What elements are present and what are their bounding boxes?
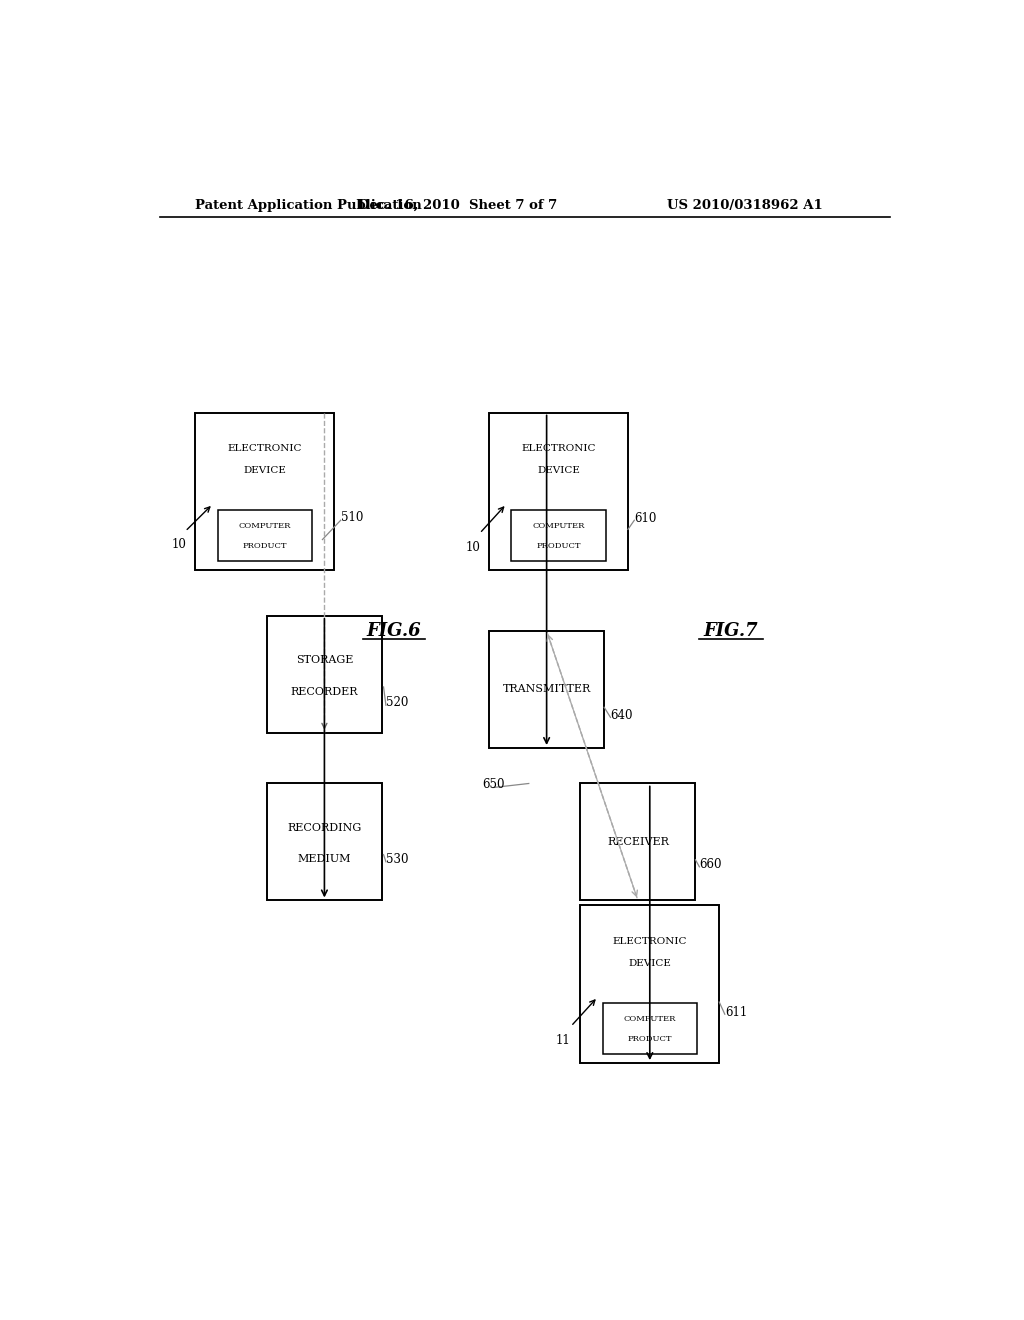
Text: Patent Application Publication: Patent Application Publication bbox=[196, 198, 422, 211]
Text: COMPUTER: COMPUTER bbox=[239, 523, 291, 531]
Text: DEVICE: DEVICE bbox=[244, 466, 287, 475]
Text: 530: 530 bbox=[386, 853, 409, 866]
Bar bbox=[267, 784, 382, 900]
Bar bbox=[489, 631, 604, 748]
Text: FIG.6: FIG.6 bbox=[367, 622, 421, 640]
Text: 510: 510 bbox=[341, 511, 364, 524]
Bar bbox=[196, 413, 334, 570]
Bar bbox=[267, 615, 382, 733]
Text: 10: 10 bbox=[171, 539, 186, 552]
Text: PRODUCT: PRODUCT bbox=[537, 543, 581, 550]
Text: US 2010/0318962 A1: US 2010/0318962 A1 bbox=[667, 198, 822, 211]
Text: PRODUCT: PRODUCT bbox=[628, 1035, 672, 1043]
Text: 610: 610 bbox=[634, 512, 656, 525]
Text: ELECTRONIC: ELECTRONIC bbox=[612, 937, 687, 946]
Text: 10: 10 bbox=[466, 541, 480, 554]
Text: 11: 11 bbox=[555, 1034, 570, 1047]
Text: 640: 640 bbox=[610, 709, 633, 722]
Text: RECORDER: RECORDER bbox=[291, 686, 358, 697]
Text: FIG.7: FIG.7 bbox=[703, 622, 759, 640]
Text: TRANSMITTER: TRANSMITTER bbox=[503, 685, 591, 694]
Text: ELECTRONIC: ELECTRONIC bbox=[521, 445, 596, 453]
Text: COMPUTER: COMPUTER bbox=[624, 1015, 676, 1023]
Text: ELECTRONIC: ELECTRONIC bbox=[227, 445, 302, 453]
Text: DEVICE: DEVICE bbox=[538, 466, 580, 475]
Text: 611: 611 bbox=[725, 1006, 748, 1019]
Text: COMPUTER: COMPUTER bbox=[532, 523, 585, 531]
Text: 660: 660 bbox=[699, 858, 722, 871]
Bar bbox=[581, 784, 695, 900]
Text: PRODUCT: PRODUCT bbox=[243, 543, 287, 550]
Text: RECEIVER: RECEIVER bbox=[607, 837, 669, 847]
Text: DEVICE: DEVICE bbox=[629, 960, 671, 969]
Text: Dec. 16, 2010  Sheet 7 of 7: Dec. 16, 2010 Sheet 7 of 7 bbox=[357, 198, 557, 211]
Bar bbox=[511, 510, 606, 561]
Bar bbox=[581, 906, 719, 1063]
Text: MEDIUM: MEDIUM bbox=[298, 854, 351, 865]
Bar bbox=[489, 413, 628, 570]
Text: 520: 520 bbox=[386, 696, 409, 709]
Text: STORAGE: STORAGE bbox=[296, 655, 353, 665]
Bar bbox=[602, 1003, 697, 1053]
Text: RECORDING: RECORDING bbox=[288, 822, 361, 833]
Text: 650: 650 bbox=[482, 777, 505, 791]
Bar bbox=[218, 510, 312, 561]
